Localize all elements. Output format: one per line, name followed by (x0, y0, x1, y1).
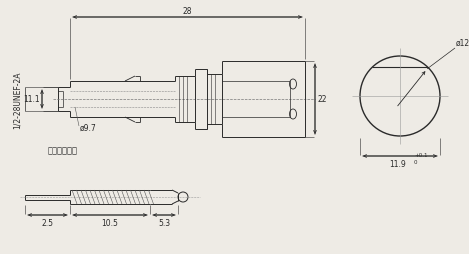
Text: ø12.8: ø12.8 (456, 39, 469, 48)
Text: 2.5: 2.5 (41, 218, 53, 227)
Text: 0: 0 (414, 159, 417, 164)
Text: +0.1: +0.1 (414, 152, 428, 157)
Text: 28: 28 (183, 7, 192, 16)
Text: 电缆剖线尺寸: 电缆剖线尺寸 (48, 146, 78, 154)
Text: 11.1: 11.1 (23, 95, 40, 104)
Text: 5.3: 5.3 (158, 218, 170, 227)
Text: ø9.7: ø9.7 (80, 123, 97, 132)
Text: 10.5: 10.5 (102, 218, 119, 227)
Text: 1/2-28UNEF-2A: 1/2-28UNEF-2A (13, 71, 22, 128)
Text: 22: 22 (318, 95, 327, 104)
Text: 11.9: 11.9 (390, 159, 406, 168)
